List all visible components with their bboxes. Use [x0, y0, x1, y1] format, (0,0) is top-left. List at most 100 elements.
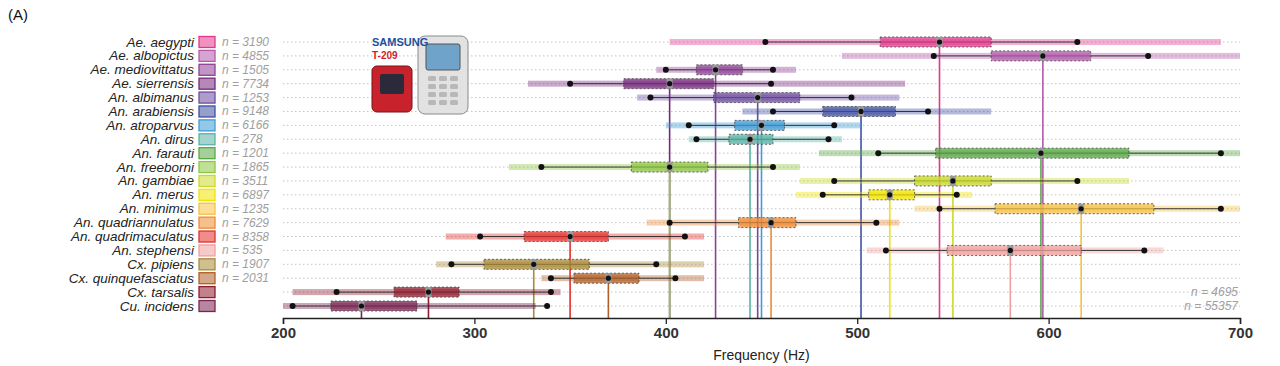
- n-label: n = 1235: [222, 202, 269, 216]
- median-drop-line: [860, 111, 862, 318]
- annotations: SAMSUNGT-209: [372, 36, 428, 61]
- median-dot: [1008, 248, 1013, 253]
- species-name: An. minimus: [119, 201, 195, 216]
- n-label: n = 6897: [222, 188, 270, 202]
- box: [915, 176, 992, 186]
- species-box: [689, 134, 842, 144]
- whisker-high-dot: [1074, 178, 1080, 184]
- median-marker: [747, 134, 753, 144]
- whisker-low-dot: [693, 136, 699, 142]
- whisker-high-dot: [1074, 39, 1080, 45]
- species-name: Ae. aegypti: [125, 35, 195, 50]
- species-swatch: [199, 106, 215, 117]
- box: [484, 259, 589, 269]
- whisker-high-dot: [770, 67, 776, 73]
- species-name: An. quadrimaculatus: [70, 229, 194, 244]
- box: [936, 148, 1129, 158]
- median-dot: [1038, 151, 1043, 156]
- n-label: n = 7734: [222, 77, 269, 91]
- species-box: [293, 287, 561, 297]
- species-swatch: [199, 175, 215, 186]
- median-marker: [858, 106, 864, 116]
- box: [735, 120, 785, 130]
- species-swatch: [199, 203, 215, 214]
- median-marker: [1007, 245, 1013, 255]
- whisker-low-dot: [831, 178, 837, 184]
- median-marker: [531, 259, 537, 269]
- phone-key: [428, 100, 436, 105]
- whisker: [293, 306, 548, 307]
- species-name: An. quadriannulatus: [73, 215, 194, 230]
- species-box: [446, 232, 704, 242]
- median-dot: [759, 123, 764, 128]
- x-tick-label: 700: [1228, 324, 1253, 341]
- box: [714, 93, 800, 103]
- species-box: [842, 51, 1240, 61]
- box: [880, 37, 991, 47]
- whisker-low-dot: [567, 81, 573, 87]
- phone-key: [439, 92, 447, 97]
- species-box: [670, 37, 1221, 47]
- box: [624, 79, 714, 89]
- phone-key: [450, 84, 458, 89]
- box: [394, 287, 459, 297]
- median-drop-line: [889, 195, 891, 318]
- whisker-low-dot: [448, 261, 454, 267]
- species-box: [800, 176, 1129, 186]
- n-label: n = 7629: [222, 216, 269, 230]
- species-swatch: [199, 287, 215, 298]
- phone-key: [439, 100, 447, 105]
- x-tick-label: 400: [654, 324, 679, 341]
- chart-container: SAMSUNGT-209Ae. aegyptin = 3190Ae. albop…: [0, 0, 1280, 366]
- n-label: n = 55357: [1184, 299, 1239, 313]
- median-drop-line: [1040, 153, 1042, 318]
- median-drop-line: [770, 223, 772, 318]
- whisker-low-dot: [770, 108, 776, 114]
- median-marker: [1078, 204, 1084, 214]
- phone-red: [372, 66, 412, 112]
- species-box: [283, 301, 550, 311]
- median-marker: [358, 301, 364, 311]
- whisker-low-dot: [667, 220, 673, 226]
- species-box: [867, 245, 1164, 255]
- whisker-high-dot: [848, 95, 854, 101]
- median-dot: [937, 39, 942, 44]
- phone-key: [450, 76, 458, 81]
- x-tick-label: 200: [271, 324, 296, 341]
- whisker-high-dot: [825, 136, 831, 142]
- median-dot: [755, 95, 760, 100]
- median-dot: [768, 220, 773, 225]
- x-tick-label: 600: [1037, 324, 1062, 341]
- median-marker: [567, 232, 573, 242]
- species-box: [915, 204, 1240, 214]
- whisker-high-dot: [831, 122, 837, 128]
- median-drop-line: [1042, 56, 1044, 318]
- n-label: n = 1505: [222, 63, 269, 77]
- phone-key: [428, 84, 436, 89]
- x-tick: 200: [271, 318, 296, 341]
- whisker-low-dot: [931, 53, 937, 59]
- whisker-high-dot: [544, 303, 550, 309]
- species-name: Cx. pipiens: [127, 257, 194, 272]
- n-label: n = 4695: [1191, 285, 1238, 299]
- species-swatch: [199, 231, 215, 242]
- species-name: An. merus: [131, 187, 194, 202]
- phone-key: [439, 76, 447, 81]
- median-marker: [667, 79, 673, 89]
- row-grid-line: [283, 167, 1240, 168]
- species-swatch: [199, 50, 215, 61]
- median-dot: [1040, 53, 1045, 58]
- x-tick: 500: [845, 318, 870, 341]
- median-marker: [1040, 51, 1046, 61]
- whisker-high-dot: [1145, 53, 1151, 59]
- whisker-low-dot: [883, 247, 889, 253]
- x-tick: 300: [462, 318, 487, 341]
- species-swatch: [199, 245, 215, 256]
- whisker-low-dot: [762, 39, 768, 45]
- box: [991, 51, 1091, 61]
- median-drop-line: [669, 167, 671, 318]
- n-label: n = 3511: [222, 174, 268, 188]
- median-dot: [713, 67, 718, 72]
- whisker-low-dot: [548, 275, 554, 281]
- chart-svg: SAMSUNGT-209Ae. aegyptin = 3190Ae. albop…: [0, 0, 1280, 366]
